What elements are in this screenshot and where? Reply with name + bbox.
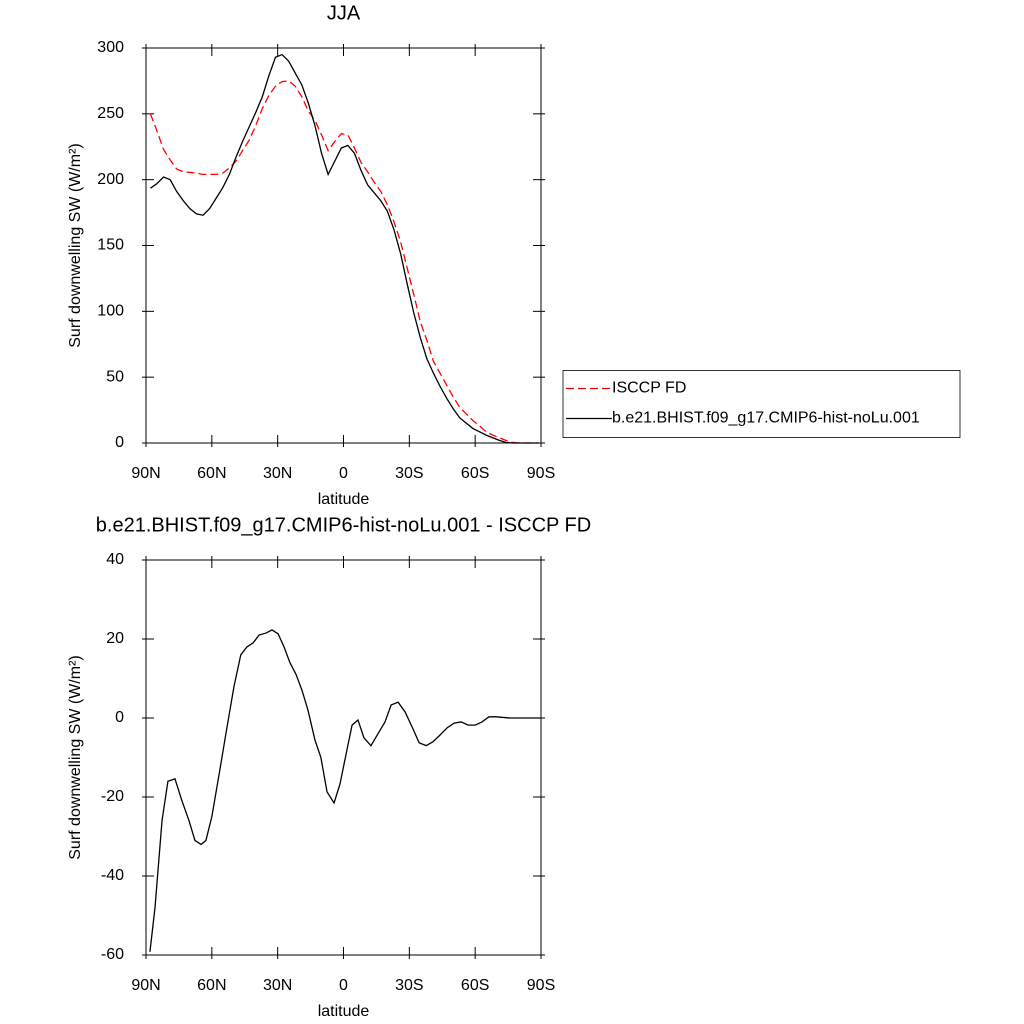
x-tick-label: 60N	[197, 465, 226, 482]
y-tick-label: 0	[115, 709, 124, 726]
x-tick-label: 60S	[461, 977, 489, 994]
y-tick-label: 150	[97, 237, 124, 254]
x-tick-label: 90N	[131, 465, 160, 482]
legend-label: ISCCP FD	[612, 380, 686, 397]
data-line	[149, 80, 539, 444]
y-tick-label: -60	[101, 946, 124, 963]
y-tick-label: 20	[106, 630, 124, 647]
y-tick-label: 50	[106, 368, 124, 385]
y-tick-label: -40	[101, 867, 124, 884]
chart-title: JJA	[327, 2, 361, 24]
x-tick-label: 90N	[131, 977, 160, 994]
x-tick-label: 60S	[461, 465, 489, 482]
y-tick-label: 300	[97, 39, 124, 56]
legend-box	[562, 370, 961, 438]
y-axis-label: Surf downwelling SW (W/m²)	[67, 655, 84, 859]
plot-frame	[145, 559, 542, 956]
chart-title: b.e21.BHIST.f09_g17.CMIP6-hist-noLu.001 …	[96, 514, 591, 536]
y-axis-label: Surf downwelling SW (W/m²)	[67, 143, 84, 347]
x-tick-label: 30S	[395, 465, 423, 482]
y-tick-label: -20	[101, 788, 124, 805]
x-tick-label: 90S	[527, 977, 555, 994]
x-tick-label: 0	[339, 977, 348, 994]
data-line	[150, 53, 539, 444]
x-tick-label: 0	[339, 465, 348, 482]
y-tick-label: 200	[97, 171, 124, 188]
y-tick-label: 250	[97, 105, 124, 122]
plot-frame	[145, 47, 542, 444]
x-tick-label: 60N	[197, 977, 226, 994]
data-line	[149, 629, 540, 952]
y-tick-label: 100	[97, 303, 124, 320]
y-tick-label: 40	[106, 551, 124, 568]
x-axis-label: latitude	[318, 491, 370, 508]
legend-label: b.e21.BHIST.f09_g17.CMIP6-hist-noLu.001	[612, 410, 920, 427]
y-tick-label: 0	[115, 434, 124, 451]
x-axis-label: latitude	[318, 1003, 370, 1020]
x-tick-label: 30N	[263, 465, 292, 482]
x-tick-label: 30N	[263, 977, 292, 994]
x-tick-label: 30S	[395, 977, 423, 994]
x-tick-label: 90S	[527, 465, 555, 482]
